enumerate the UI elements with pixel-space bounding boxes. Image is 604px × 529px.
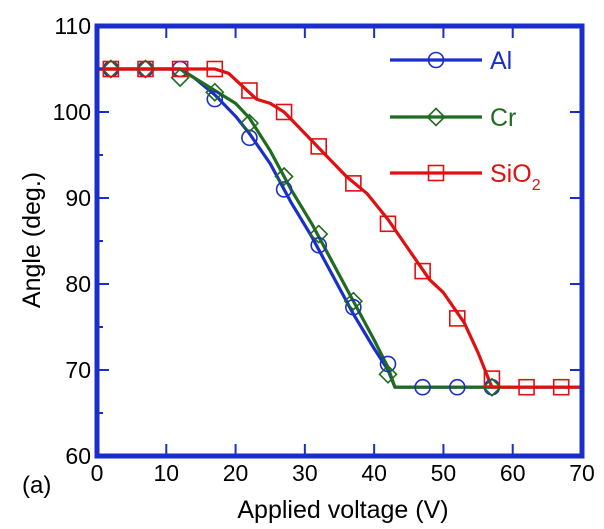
x-tick-label-0: 0 bbox=[91, 460, 104, 486]
data-point-cr-6 bbox=[309, 224, 329, 244]
data-point-al-6 bbox=[310, 237, 328, 254]
x-tick-label-60: 60 bbox=[500, 460, 526, 486]
y-tick-label-70: 70 bbox=[65, 357, 91, 383]
legend-marker-cr bbox=[426, 107, 446, 127]
x-axis-label: Applied voltage (V) bbox=[237, 496, 448, 524]
plot-frame bbox=[94, 23, 585, 459]
data-point-al-7 bbox=[345, 298, 362, 316]
y-tick-label-60: 60 bbox=[65, 443, 91, 469]
data-point-cr-5 bbox=[274, 166, 294, 187]
data-point-sio-4 bbox=[241, 82, 258, 99]
data-point-cr-2 bbox=[170, 67, 190, 88]
data-point-sio-12 bbox=[518, 378, 535, 396]
x-tick-label-10: 10 bbox=[153, 460, 179, 486]
series-markers bbox=[101, 59, 570, 397]
legend-marker-al bbox=[427, 51, 445, 69]
data-point-sio-13 bbox=[552, 378, 570, 396]
x-tick-label-30: 30 bbox=[292, 460, 318, 486]
data-point-cr-8 bbox=[378, 364, 398, 384]
panel-label: (a) bbox=[22, 472, 51, 499]
data-point-sio-3 bbox=[206, 60, 224, 78]
x-tick-label-50: 50 bbox=[431, 460, 457, 486]
x-tick-label-20: 20 bbox=[223, 460, 249, 486]
legend-label-subscript: 2 bbox=[532, 177, 541, 194]
axis-tick-labels: 0 10 20 30 40 50 60 70 60 70 80 90 100 110 bbox=[53, 13, 595, 486]
axis-ticks bbox=[96, 25, 583, 457]
data-point-cr-0 bbox=[101, 59, 121, 79]
data-point-cr-4 bbox=[239, 113, 260, 133]
legend-label-al: Al bbox=[490, 47, 512, 75]
data-point-al-9 bbox=[414, 378, 431, 396]
data-point-sio-6 bbox=[310, 138, 328, 155]
data-point-al-10 bbox=[448, 378, 466, 396]
data-point-sio-10 bbox=[448, 310, 466, 327]
y-tick-label-90: 90 bbox=[65, 185, 91, 211]
data-point-cr-1 bbox=[135, 59, 156, 79]
data-point-al-8 bbox=[379, 355, 397, 373]
data-point-sio-11 bbox=[483, 370, 501, 387]
data-point-sio-7 bbox=[345, 175, 362, 192]
data-point-sio-5 bbox=[275, 103, 293, 121]
data-point-al-4 bbox=[241, 129, 258, 147]
data-point-sio-2 bbox=[171, 60, 189, 78]
data-point-cr-9 bbox=[482, 377, 502, 397]
data-point-cr-3 bbox=[205, 82, 225, 102]
data-point-al-5 bbox=[275, 181, 293, 198]
data-point-sio-1 bbox=[137, 60, 154, 78]
legend-marker-sio bbox=[427, 164, 445, 182]
data-point-sio-8 bbox=[379, 215, 397, 233]
legend-label-cr: Cr bbox=[490, 104, 516, 132]
data-point-cr-7 bbox=[343, 291, 363, 311]
legend-label-sio: SiO2 bbox=[490, 160, 541, 194]
y-tick-label-110: 110 bbox=[54, 13, 91, 39]
x-tick-label-70: 70 bbox=[569, 460, 595, 486]
y-axis-label: Angle (deg.) bbox=[18, 172, 46, 308]
y-tick-label-80: 80 bbox=[65, 271, 91, 297]
x-tick-label-40: 40 bbox=[361, 460, 387, 486]
y-tick-label-100: 100 bbox=[53, 99, 91, 125]
data-point-sio-9 bbox=[414, 262, 431, 280]
legend: Al Cr SiO2 bbox=[390, 47, 541, 194]
data-point-sio-0 bbox=[102, 60, 120, 78]
data-point-al-3 bbox=[206, 90, 224, 108]
